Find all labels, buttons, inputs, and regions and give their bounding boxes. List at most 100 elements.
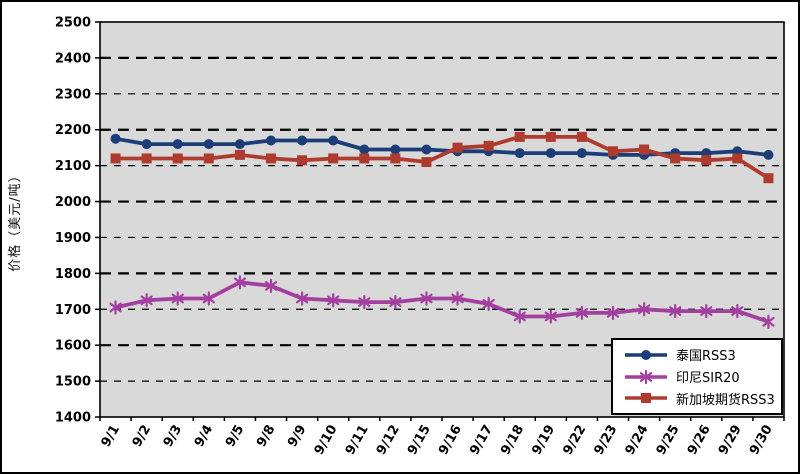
x-tick-label: 9/23 bbox=[592, 423, 621, 458]
legend-item-singapore-futures-rss3: 新加坡期货RSS3 bbox=[623, 387, 777, 409]
marker-square bbox=[203, 153, 214, 164]
series-1-line bbox=[115, 280, 770, 324]
y-tick-label: 2400 bbox=[55, 51, 91, 66]
marker-star bbox=[358, 297, 371, 307]
marker-square bbox=[359, 153, 370, 164]
marker-circle bbox=[328, 135, 339, 146]
y-tick-label: 1500 bbox=[55, 375, 91, 390]
x-tick-label: 9/17 bbox=[467, 423, 496, 458]
x-tick-label: 9/9 bbox=[285, 423, 309, 450]
marker-star bbox=[575, 307, 589, 318]
marker-circle bbox=[141, 139, 152, 150]
marker-square bbox=[514, 131, 525, 142]
marker-star bbox=[762, 316, 775, 327]
marker-circle bbox=[763, 149, 774, 160]
marker-square bbox=[110, 153, 121, 164]
marker-square bbox=[483, 140, 494, 151]
marker-star bbox=[669, 306, 682, 316]
marker-star bbox=[637, 304, 651, 315]
marker-circle bbox=[110, 133, 121, 144]
y-tick-label: 1600 bbox=[55, 339, 91, 354]
marker-star bbox=[264, 281, 278, 291]
marker-star bbox=[202, 293, 215, 304]
marker-star bbox=[171, 293, 184, 304]
y-tick-label: 2300 bbox=[55, 87, 91, 102]
marker-star bbox=[606, 307, 620, 318]
marker-star bbox=[140, 295, 153, 306]
marker-circle bbox=[203, 139, 214, 150]
marker-square bbox=[763, 173, 774, 184]
marker-square bbox=[670, 153, 681, 164]
marker-star bbox=[233, 277, 247, 288]
marker-square bbox=[390, 153, 401, 164]
marker-star bbox=[482, 298, 495, 309]
x-tick-label: 9/19 bbox=[529, 423, 558, 458]
marker-circle bbox=[545, 148, 556, 159]
legend: 泰国RSS3 印尼SIR20 新加坡期货RSS3 bbox=[611, 338, 783, 415]
marker-circle bbox=[421, 144, 432, 155]
marker-star bbox=[700, 306, 713, 316]
series-2-line bbox=[115, 134, 770, 180]
marker-square bbox=[732, 153, 743, 164]
x-tick-label: 9/22 bbox=[560, 423, 589, 458]
x-tick-label: 9/16 bbox=[436, 423, 465, 458]
x-tick-label: 9/5 bbox=[223, 423, 247, 450]
marker-star bbox=[389, 297, 402, 307]
legend-label: 印尼SIR20 bbox=[676, 371, 740, 386]
y-tick-label: 2500 bbox=[55, 16, 91, 31]
y-tick-label: 2200 bbox=[55, 123, 91, 138]
marker-circle bbox=[297, 135, 308, 146]
y-tick-label: 1700 bbox=[55, 303, 91, 318]
x-tick-label: 9/2 bbox=[130, 423, 154, 450]
marker-circle bbox=[266, 135, 276, 146]
marker-star bbox=[295, 293, 309, 304]
y-tick-label: 1400 bbox=[55, 411, 91, 426]
y-tick-label: 1900 bbox=[55, 231, 91, 246]
marker-star bbox=[420, 293, 433, 304]
x-tick-label: 9/24 bbox=[623, 423, 652, 458]
marker-star bbox=[639, 371, 653, 382]
x-tick-label: 9/30 bbox=[747, 423, 776, 458]
marker-circle bbox=[390, 144, 401, 155]
x-tick-label: 9/18 bbox=[498, 423, 527, 458]
marker-star bbox=[731, 306, 744, 316]
y-axis-title: 价格（美元/吨） bbox=[8, 168, 23, 272]
marker-square bbox=[545, 131, 556, 142]
x-tick-label: 9/15 bbox=[405, 423, 434, 458]
marker-star bbox=[109, 302, 122, 313]
marker-circle bbox=[234, 139, 245, 150]
marker-star bbox=[451, 293, 464, 304]
marker-square bbox=[608, 146, 618, 157]
marker-circle bbox=[172, 139, 183, 150]
marker-square bbox=[576, 131, 587, 142]
x-tick-label: 9/10 bbox=[312, 423, 341, 458]
marker-circle bbox=[641, 349, 651, 360]
legend-item-indonesia-sir20: 印尼SIR20 bbox=[623, 366, 777, 388]
marker-circle bbox=[576, 148, 587, 159]
legend-label: 泰国RSS3 bbox=[676, 349, 736, 365]
marker-square bbox=[266, 153, 276, 164]
x-tick-label: 9/29 bbox=[716, 423, 745, 458]
marker-square bbox=[328, 153, 339, 164]
y-tick-label: 2100 bbox=[55, 159, 91, 174]
marker-square bbox=[234, 149, 245, 160]
marker-square bbox=[297, 155, 308, 166]
legend-item-thailand-rss3: 泰国RSS3 bbox=[623, 344, 777, 366]
marker-star bbox=[327, 295, 340, 306]
marker-square bbox=[639, 144, 650, 155]
marker-circle bbox=[514, 148, 525, 159]
legend-label: 新加坡期货RSS3 bbox=[676, 392, 775, 408]
marker-square bbox=[701, 155, 712, 166]
x-tick-label: 9/12 bbox=[374, 423, 403, 458]
x-tick-label: 9/1 bbox=[99, 423, 123, 450]
y-tick-label: 2000 bbox=[55, 195, 91, 210]
x-tick-label: 9/25 bbox=[654, 423, 683, 458]
marker-square bbox=[172, 153, 183, 164]
marker-square bbox=[452, 142, 463, 153]
x-tick-label: 9/4 bbox=[192, 423, 216, 450]
legend-swatch-circle bbox=[625, 349, 667, 360]
series-2 bbox=[110, 131, 774, 184]
marker-circle bbox=[359, 144, 370, 155]
marker-square bbox=[141, 153, 152, 164]
